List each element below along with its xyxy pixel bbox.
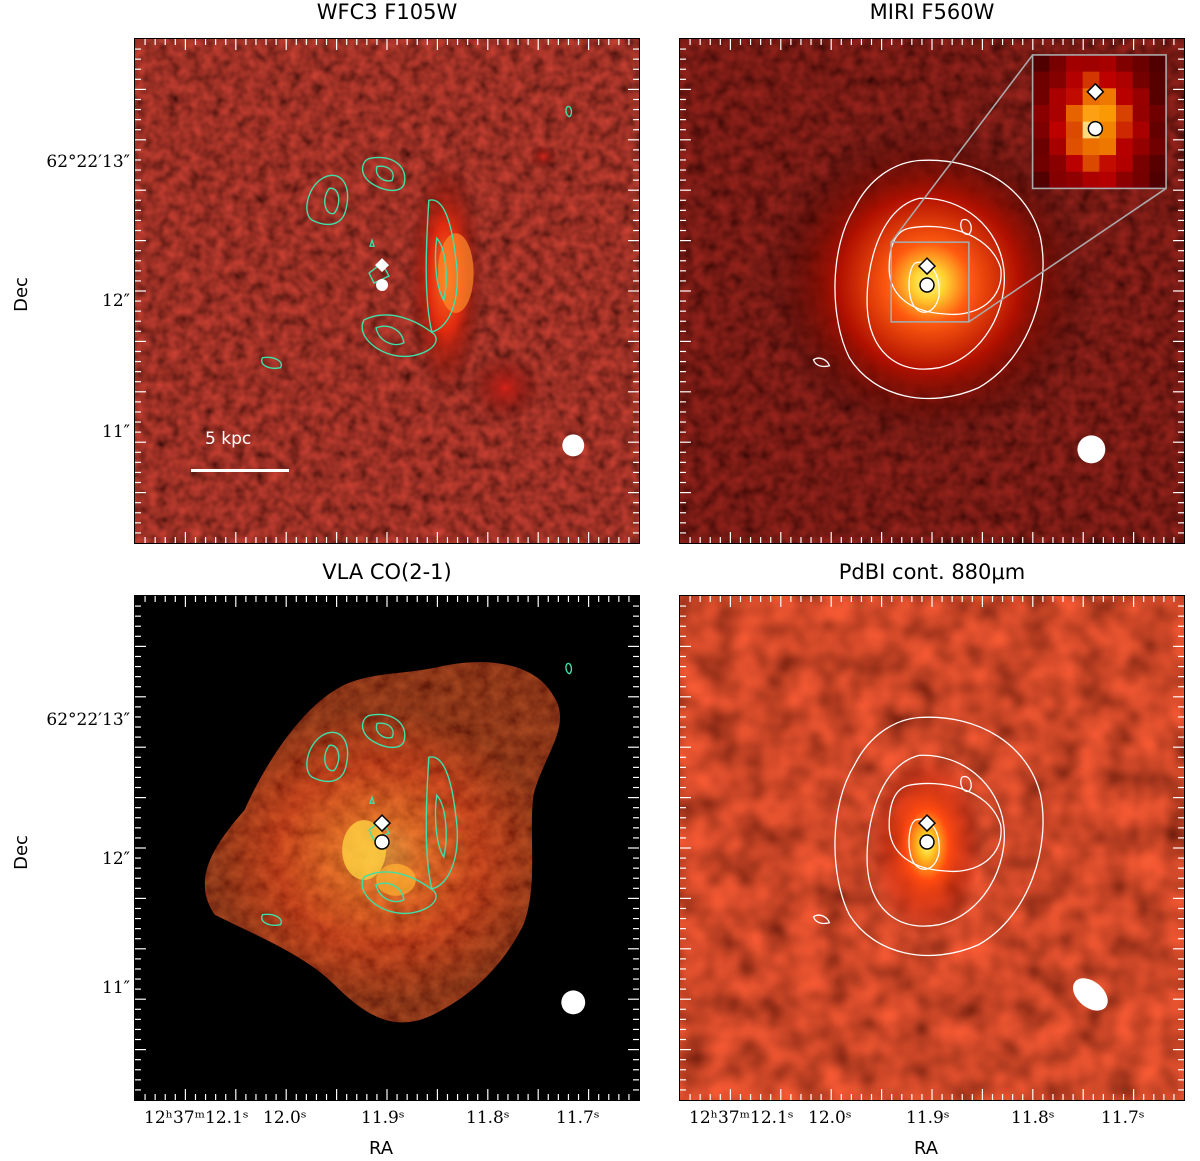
inset-zoom — [1031, 54, 1167, 190]
beam-icon — [562, 434, 585, 457]
green-contours — [261, 662, 573, 926]
dec-tick-top-3: 11″ — [102, 422, 130, 442]
circle-marker — [919, 277, 935, 293]
ra-tick-left-2: 12.0ˢ — [263, 1108, 307, 1128]
ra-tick-left-5: 11.7ˢ — [556, 1108, 600, 1128]
title-vla: VLA CO(2-1) — [322, 560, 452, 584]
ra-tick-left-3: 11.9ˢ — [361, 1108, 405, 1128]
ra-axis-label-left: RA — [369, 1138, 394, 1159]
panel-wfc3-image: 5 kpc — [134, 38, 640, 544]
diamond-marker — [917, 257, 937, 276]
zoom-region-box — [890, 241, 970, 323]
miri-image — [680, 39, 1184, 543]
ra-tick-left-1: 12ʰ37ᵐ12.1ˢ — [144, 1108, 249, 1128]
title-wfc3: WFC3 F105W — [316, 0, 458, 24]
ra-tick-left-4: 11.8ˢ — [466, 1108, 510, 1128]
dec-tick-top-2: 12″ — [102, 291, 130, 311]
diamond-marker — [917, 814, 937, 833]
ra-tick-right-5: 11.7ˢ — [1101, 1108, 1145, 1128]
title-pdbi: PdBI cont. 880μm — [838, 560, 1026, 584]
circle-marker — [376, 279, 388, 291]
ra-tick-right-2: 12.0ˢ — [808, 1108, 852, 1128]
circle-marker — [919, 834, 935, 850]
ra-tick-right-1: 12ʰ37ᵐ12.1ˢ — [689, 1108, 794, 1128]
pdbi-image — [680, 596, 1184, 1100]
ra-tick-right-4: 11.8ˢ — [1011, 1108, 1055, 1128]
panel-miri-image — [679, 38, 1185, 544]
dec-tick-bottom-1: 62°22′13″ — [46, 710, 130, 730]
diamond-marker — [375, 258, 389, 273]
circle-marker — [374, 834, 390, 850]
beam-icon — [1072, 978, 1108, 1011]
ra-tick-right-3: 11.9ˢ — [906, 1108, 950, 1128]
wfc3-image — [135, 39, 639, 543]
scale-bar — [191, 469, 289, 472]
dec-tick-top-1: 62°22′13″ — [46, 152, 130, 172]
dec-tick-bottom-2: 12″ — [102, 849, 130, 869]
dec-tick-bottom-3: 11″ — [102, 978, 130, 998]
scale-bar-label: 5 kpc — [205, 429, 252, 449]
diamond-marker — [372, 814, 392, 833]
panel-vla-image — [134, 595, 640, 1101]
panel-pdbi-image — [679, 595, 1185, 1101]
ra-axis-label-right: RA — [914, 1138, 939, 1159]
vla-image — [135, 596, 639, 1100]
white-contours — [812, 716, 1044, 957]
beam-icon — [561, 990, 586, 1015]
beam-icon — [1077, 435, 1106, 464]
white-contours — [812, 159, 1044, 400]
title-miri: MIRI F560W — [869, 0, 995, 24]
